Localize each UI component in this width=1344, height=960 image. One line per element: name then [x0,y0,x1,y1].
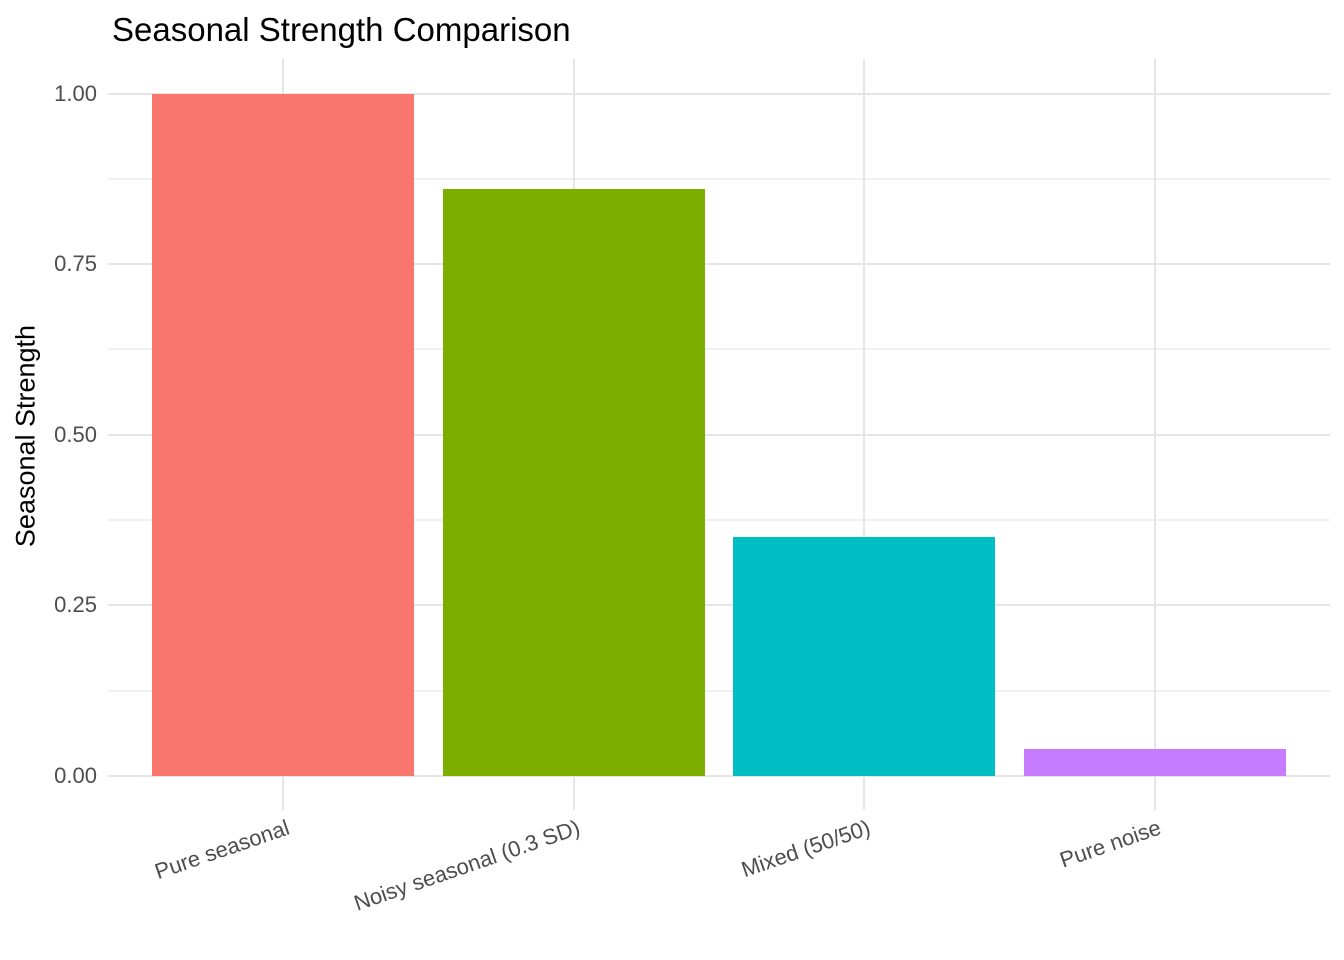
y-tick-label: 0.00 [54,763,97,788]
plot-panel [108,59,1330,810]
chart-title: Seasonal Strength Comparison [112,11,571,48]
gridline-major-horizontal [108,604,1330,607]
gridline-minor-horizontal [108,519,1330,522]
y-tick-label: 1.00 [54,80,97,106]
gridline-minor-horizontal [108,689,1330,692]
y-tick-label: 0.25 [54,592,97,618]
gridline-major-horizontal [108,92,1330,95]
gridline-major-horizontal [108,775,1330,777]
x-tick-label: Noisy seasonal (0.3 SD) [350,814,584,916]
bar-1 [152,93,414,776]
gridline-minor-horizontal [108,177,1330,180]
x-tick-label: Pure seasonal [151,814,293,885]
y-tick-label: 0.50 [54,421,97,447]
gridline-major-horizontal [108,263,1330,266]
gridline-major-vertical [863,59,865,810]
y-tick-label: 0.75 [54,251,97,277]
bar-4 [1023,748,1286,776]
x-tick-label: Mixed (50/50) [738,814,874,883]
gridline-major-horizontal [108,433,1330,436]
bar-3 [733,537,995,776]
gridline-minor-horizontal [108,348,1330,351]
gridline-major-vertical [1153,59,1156,810]
x-tick-label: Pure noise [1056,814,1165,873]
bar-2 [442,189,705,776]
